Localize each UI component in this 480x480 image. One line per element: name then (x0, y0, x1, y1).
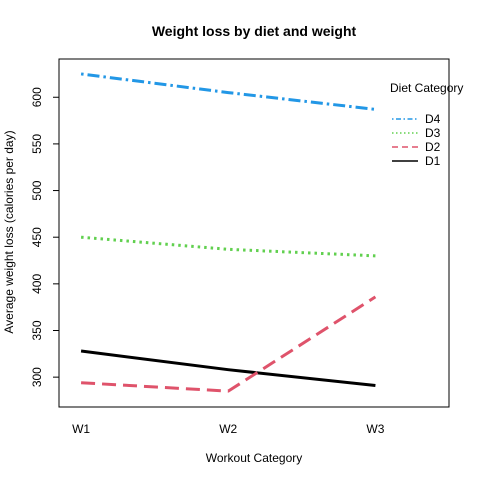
y-tick-label: 550 (30, 134, 44, 154)
y-tick-label: 400 (30, 274, 44, 294)
y-tick-label: 500 (30, 180, 44, 200)
y-tick-label: 600 (30, 87, 44, 107)
legend-label-d3: D3 (425, 126, 441, 140)
y-tick-label: 350 (30, 320, 44, 340)
series-line-d4 (80, 72, 376, 111)
x-tick-label: W2 (219, 422, 237, 436)
series-line-d2 (80, 295, 377, 393)
legend-title: Diet Category (390, 81, 463, 95)
x-axis-label: Workout Category (206, 451, 303, 465)
legend-label-d4: D4 (425, 112, 441, 126)
x-tick-label: W1 (72, 422, 90, 436)
chart-title: Weight loss by diet and weight (152, 23, 357, 39)
y-axis-label: Average weight loss (calories per day) (2, 130, 16, 333)
legend-label-d2: D2 (425, 140, 441, 154)
series-line-d1 (80, 349, 376, 388)
series-line-d3 (80, 235, 376, 258)
x-tick-label: W3 (366, 422, 384, 436)
legend-label-d1: D1 (425, 154, 441, 168)
plot-area: 300 350 400 450 500 550 600 W1 W2 W3 (30, 58, 450, 436)
y-tick-label: 300 (30, 367, 44, 387)
y-tick-label: 450 (30, 227, 44, 247)
